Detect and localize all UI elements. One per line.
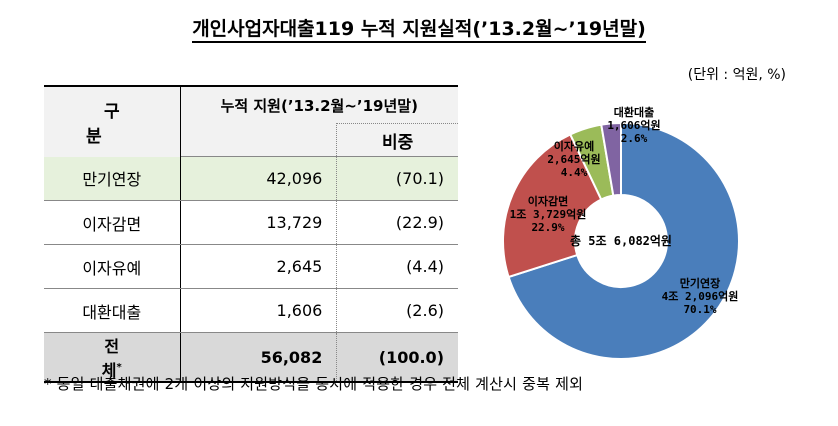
header-share: 비중 bbox=[336, 123, 458, 157]
slice-label-4: 대환대출 1,606억원 2.6% bbox=[607, 105, 660, 145]
row-share: (22.9) bbox=[336, 200, 458, 245]
total-amount: 56,082 bbox=[180, 332, 337, 383]
slice-label-3: 이자유예 2,645억원 4.4% bbox=[547, 139, 600, 179]
row-amount: 2,645 bbox=[180, 244, 337, 289]
row-name: 만기연장 bbox=[44, 156, 181, 201]
center-label: 총 5조 6,082억원 bbox=[570, 233, 672, 248]
row-share: (70.1) bbox=[336, 156, 458, 201]
page-title: 개인사업자대출119 누적 지원실적(’13.2월~’19년말) bbox=[0, 14, 838, 43]
row-name: 이자감면 bbox=[44, 200, 181, 245]
slice-label-2: 이자감면 1조 3,729억원 22.9% bbox=[510, 194, 587, 234]
title-text: 개인사업자대출119 누적 지원실적(’13.2월~’19년말) bbox=[192, 18, 646, 43]
footnote: * 동일 대출채권에 2개 이상의 지원방식을 동시에 적용한 경우 전체 계산… bbox=[44, 375, 584, 393]
table-row: 대환대출 1,606 (2.6) bbox=[44, 288, 458, 333]
row-share: (2.6) bbox=[336, 288, 458, 333]
row-name: 대환대출 bbox=[44, 288, 181, 333]
pie-slice-1 bbox=[507, 121, 740, 360]
table-row: 이자감면 13,729 (22.9) bbox=[44, 200, 458, 245]
header-amount: 누적 지원(’13.2월~’19년말) bbox=[180, 85, 458, 124]
slice-label-1: 만기연장 4조 2,096억원 70.1% bbox=[662, 276, 739, 316]
pie-slice-4 bbox=[600, 121, 622, 197]
total-share: (100.0) bbox=[336, 332, 458, 383]
row-share: (4.4) bbox=[336, 244, 458, 289]
total-name: 전 체* bbox=[44, 332, 181, 383]
row-amount: 1,606 bbox=[180, 288, 337, 333]
row-name: 이자유예 bbox=[44, 244, 181, 289]
header-category: 구 분 bbox=[44, 85, 181, 157]
support-table: 구 분 누적 지원(’13.2월~’19년말) 비중 만기연장 42,096 (… bbox=[44, 85, 458, 383]
table-row: 만기연장 42,096 (70.1) bbox=[44, 156, 458, 201]
pie-slice-2 bbox=[502, 133, 603, 279]
header-amount-blank bbox=[180, 123, 337, 157]
row-amount: 13,729 bbox=[180, 200, 337, 245]
total-mark: * bbox=[116, 361, 122, 373]
table-row: 이자유예 2,645 (4.4) bbox=[44, 244, 458, 289]
total-row: 전 체* 56,082 (100.0) bbox=[44, 332, 458, 383]
row-amount: 42,096 bbox=[180, 156, 337, 201]
unit-label: (단위 : 억원, %) bbox=[687, 67, 786, 83]
